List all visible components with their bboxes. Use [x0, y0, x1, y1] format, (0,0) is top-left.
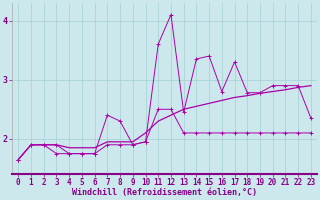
X-axis label: Windchill (Refroidissement éolien,°C): Windchill (Refroidissement éolien,°C) [72, 188, 257, 197]
